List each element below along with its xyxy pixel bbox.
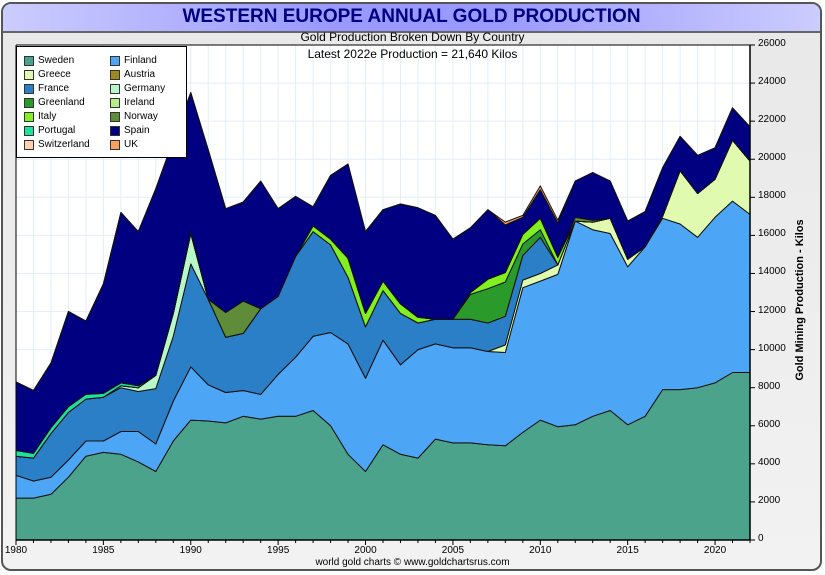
y-tick-label: 8000	[758, 380, 781, 392]
x-tick-label: 2015	[616, 545, 639, 556]
legend-item: Italy	[24, 110, 56, 123]
y-tick-label: 20000	[758, 152, 786, 164]
chart-title: WESTERN EUROPE ANNUAL GOLD PRODUCTION	[182, 6, 641, 27]
legend-item: Austria	[110, 68, 155, 81]
legend-item: Spain	[110, 124, 150, 137]
legend-swatch	[24, 111, 34, 122]
axes	[15, 44, 755, 545]
legend-swatch	[110, 139, 120, 150]
legend-swatch	[24, 125, 34, 136]
legend-label: UK	[124, 139, 138, 150]
x-tick-label: 2010	[529, 545, 552, 556]
legend-item: Finland	[110, 54, 157, 67]
y-tick-label: 24000	[758, 76, 786, 88]
chart-subtitle: Gold Production Broken Down By Country	[300, 30, 525, 44]
y-tick-label: 2000	[758, 494, 781, 506]
legend-item: Germany	[110, 82, 165, 95]
title-bar: WESTERN EUROPE ANNUAL GOLD PRODUCTION	[3, 4, 820, 33]
legend-label: Austria	[124, 69, 156, 80]
chart-subtitle-latest: Latest 2022e Production = 21,640 Kilos	[307, 47, 518, 61]
legend-swatch	[110, 125, 120, 136]
legend-swatch	[24, 69, 34, 80]
legend-item: Greenland	[24, 96, 85, 109]
legend-swatch	[24, 55, 34, 66]
x-tick-label: 1995	[267, 545, 290, 556]
x-tick-label: 2020	[703, 545, 727, 556]
y-tick-label: 18000	[758, 190, 786, 202]
x-tick-label: 1985	[92, 545, 115, 556]
legend-label: Portugal	[38, 125, 76, 136]
x-tick-label: 1980	[4, 545, 28, 556]
x-tick-label: 2005	[441, 545, 465, 556]
y-tick-label: 10000	[758, 342, 786, 354]
legend-item: Greece	[24, 68, 71, 81]
legend-swatch	[110, 55, 120, 66]
y-tick-label: 22000	[758, 114, 786, 126]
legend-swatch	[24, 139, 34, 150]
legend-item: Ireland	[110, 96, 155, 109]
legend-item: Portugal	[24, 124, 75, 137]
legend-item: Norway	[110, 110, 158, 123]
legend-swatch	[110, 83, 120, 94]
legend-label: France	[38, 83, 70, 94]
y-tick-label: 6000	[758, 418, 781, 430]
x-tick-label: 2000	[354, 545, 377, 556]
legend-label: Germany	[124, 83, 166, 94]
legend: Sweden Finland Greece Austria France Germany G…	[16, 46, 187, 158]
legend-label: Switzerland	[38, 139, 90, 150]
legend-label: Greenland	[38, 97, 85, 108]
y-tick-label: 26000	[758, 38, 786, 49]
legend-swatch	[110, 69, 120, 80]
legend-swatch	[110, 111, 120, 122]
legend-label: Ireland	[124, 97, 155, 108]
stacked-areas	[15, 92, 751, 541]
legend-swatch	[24, 97, 34, 108]
y-tick-label: 16000	[758, 228, 786, 240]
legend-label: Greece	[38, 69, 71, 80]
legend-item: Switzerland	[24, 138, 90, 151]
legend-label: Finland	[124, 55, 157, 66]
y-tick-label: 12000	[758, 304, 786, 316]
legend-item: Sweden	[24, 54, 74, 67]
legend-label: Italy	[38, 111, 57, 122]
y-tick-label: 0	[758, 533, 764, 544]
legend-label: Sweden	[38, 55, 75, 66]
y-axis-title: Gold Mining Production - Kilos	[794, 219, 806, 381]
legend-label: Spain	[124, 125, 150, 136]
footer-credit: world gold charts © www.goldchartsrus.co…	[315, 557, 510, 568]
legend-swatch	[110, 97, 120, 108]
legend-item: UK	[110, 138, 138, 151]
legend-label: Norway	[124, 111, 158, 122]
legend-item: France	[24, 82, 69, 95]
y-tick-label: 14000	[758, 266, 786, 278]
y-tick-label: 4000	[758, 456, 781, 468]
legend-swatch	[24, 83, 34, 94]
x-tick-label: 1990	[179, 545, 202, 556]
